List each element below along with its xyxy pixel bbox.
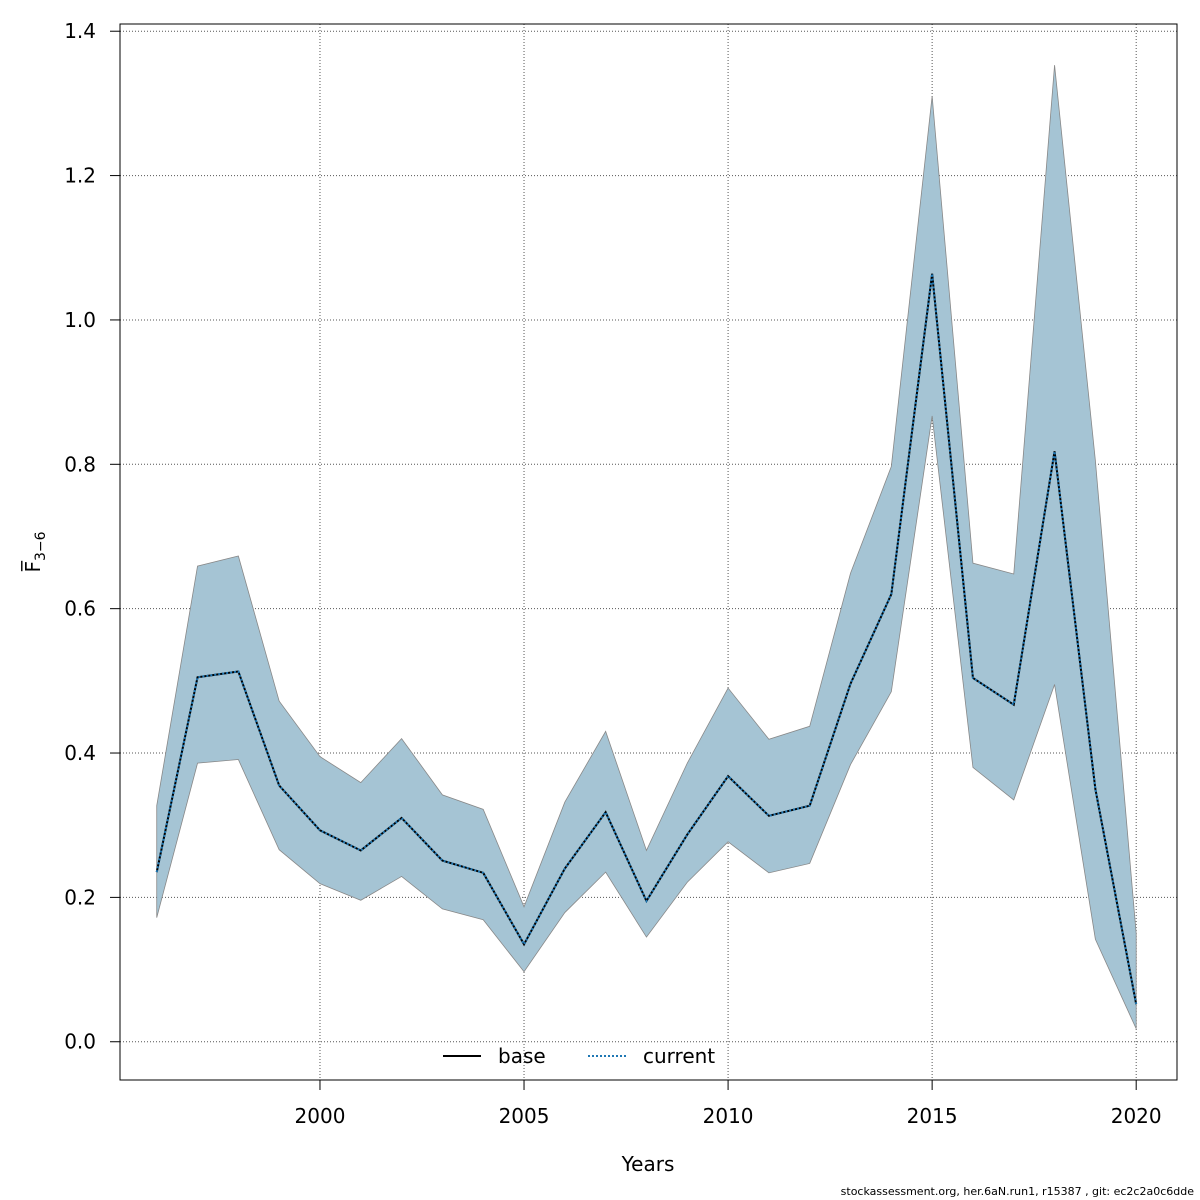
y-tick-label: 1.0 — [64, 308, 96, 332]
legend: base current — [443, 1044, 715, 1068]
y-axis-title-subscript: 3−6 — [33, 531, 49, 561]
confidence-band — [156, 65, 1137, 1029]
series-line-current — [155, 273, 1138, 1005]
y-axis-title-main: F̅ — [20, 560, 45, 573]
x-tick-label: 2000 — [295, 1104, 346, 1128]
y-tick-label: 0.0 — [64, 1030, 96, 1054]
y-axis-title: F̅3−6 — [20, 531, 49, 572]
confidence-band-area — [156, 65, 1137, 1029]
y-tick-label: 0.8 — [64, 452, 96, 476]
series-lines — [155, 273, 1138, 1005]
y-tick-label: 1.2 — [64, 164, 96, 188]
x-tick-label: 2020 — [1111, 1104, 1162, 1128]
x-axis-title: Years — [621, 1152, 675, 1176]
y-tick-label: 0.2 — [64, 885, 96, 909]
y-tick-label: 1.4 — [64, 19, 96, 43]
plot-frame — [119, 23, 1178, 1081]
y-tick-label: 0.6 — [64, 597, 96, 621]
x-tick-label: 2005 — [499, 1104, 550, 1128]
x-tick-label: 2015 — [907, 1104, 958, 1128]
x-tick-label: 2010 — [703, 1104, 754, 1128]
footer-credit: stockassessment.org, her.6aN.run1, r1538… — [840, 1185, 1194, 1198]
legend-label-current: current — [643, 1044, 715, 1068]
y-tick-label: 0.4 — [64, 741, 96, 765]
axes: 2000 2005 2010 2015 2020 0.0 0.2 0.4 0.6 0.8 1.0 1.… — [64, 19, 1178, 1128]
legend-label-base: base — [498, 1044, 546, 1068]
